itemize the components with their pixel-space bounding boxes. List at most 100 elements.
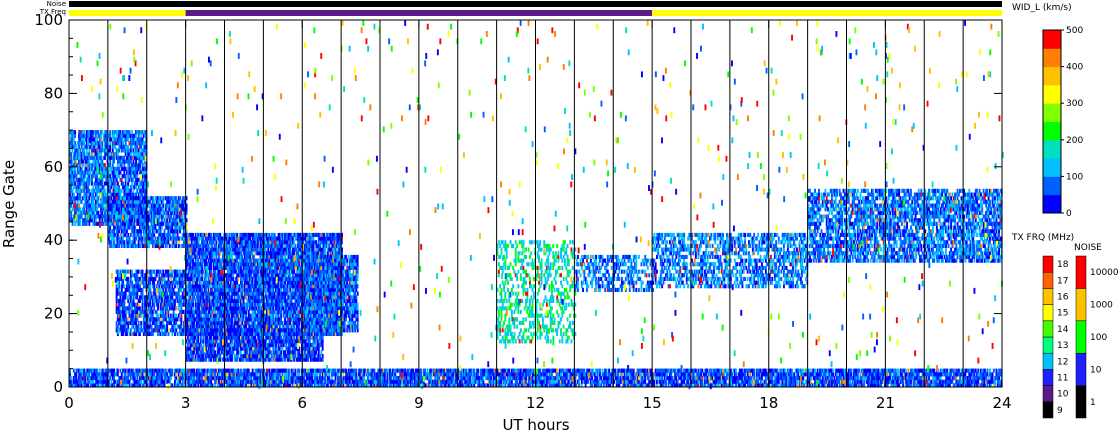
echo-cell	[252, 369, 254, 373]
echo-cell	[992, 376, 994, 380]
echo-cell	[133, 178, 135, 182]
txfreq-segment-1	[186, 10, 653, 16]
echo-cell	[674, 369, 676, 373]
echo-cell	[647, 372, 649, 376]
echo-cell	[76, 160, 78, 164]
echo-cell	[179, 196, 181, 200]
echo-cell	[77, 167, 79, 171]
echo-cell	[95, 204, 97, 208]
echo-cell	[82, 163, 84, 167]
echo-cell	[126, 196, 128, 200]
echo-cell	[621, 372, 623, 376]
echo-cell	[142, 160, 144, 164]
echo-cell	[751, 376, 753, 380]
echo-cell	[687, 380, 689, 384]
echo-cell	[367, 376, 369, 380]
echo-cell	[377, 380, 379, 384]
echo-cell	[394, 372, 396, 376]
echo-cell	[226, 372, 228, 376]
echo-cell	[970, 376, 972, 380]
echo-cell	[162, 204, 164, 208]
echo-cell	[76, 174, 78, 178]
echo-cell	[173, 215, 175, 219]
txfreq-segment-0	[69, 10, 186, 16]
echo-cell	[70, 156, 72, 160]
echo-cell	[599, 372, 601, 376]
echo-cell	[153, 200, 155, 204]
echo-cell	[987, 369, 989, 373]
echo-cell	[99, 369, 101, 373]
echo-cell	[550, 376, 552, 380]
echo-cell	[567, 376, 569, 380]
echo-cell	[114, 174, 116, 178]
echo-cell	[121, 163, 123, 167]
echo-cell	[653, 380, 655, 384]
echo-cell	[520, 369, 522, 373]
echo-cell	[118, 244, 120, 248]
echo-cell	[120, 215, 122, 219]
echo-cell	[103, 222, 105, 226]
echo-cell	[79, 148, 81, 152]
echo-cell	[555, 380, 557, 384]
echo-cell	[339, 369, 341, 373]
echo-cell	[282, 372, 284, 376]
echo-cell	[96, 137, 98, 141]
echo-cell	[977, 369, 979, 373]
echo-cell	[175, 376, 177, 380]
echo-cell	[384, 372, 386, 376]
echo-cell	[131, 145, 133, 149]
echo-cell	[727, 369, 729, 373]
echo-cell	[541, 376, 543, 380]
echo-cell	[183, 222, 185, 226]
echo-cell	[844, 376, 846, 380]
echo-cell	[74, 141, 76, 145]
echo-cell	[179, 229, 181, 233]
echo-cell	[113, 156, 115, 160]
echo-cell	[757, 380, 759, 384]
echo-cell	[122, 207, 124, 211]
echo-cell	[438, 376, 440, 380]
echo-cell	[161, 226, 163, 230]
echo-cell	[155, 237, 157, 241]
echo-cell	[88, 196, 90, 200]
echo-cell	[218, 380, 220, 384]
echo-cell	[266, 372, 268, 376]
echo-cell	[594, 372, 596, 376]
echo-cell	[328, 376, 330, 380]
echo-cell	[109, 130, 111, 134]
echo-cell	[317, 372, 319, 376]
echo-cell	[469, 376, 471, 380]
echo-cell	[76, 145, 78, 149]
echo-cell	[345, 369, 347, 373]
echo-cell	[168, 211, 170, 215]
echo-cell	[539, 369, 541, 373]
echo-cell	[989, 369, 991, 373]
echo-cell	[171, 372, 173, 376]
echo-cell	[802, 376, 804, 380]
echo-cell	[405, 369, 407, 373]
echo-cell	[993, 369, 995, 373]
echo-cell	[118, 207, 120, 211]
echo-cell	[525, 376, 527, 380]
echo-cell	[178, 200, 180, 204]
echo-cell	[471, 372, 473, 376]
echo-cell	[420, 369, 422, 373]
echo-cell	[946, 369, 948, 373]
echo-cell	[116, 303, 118, 307]
echo-cell	[175, 372, 177, 376]
echo-cell	[101, 182, 103, 186]
echo-cell	[88, 200, 90, 204]
echo-cell	[83, 141, 85, 145]
echo-cell	[88, 174, 90, 178]
echo-cell	[111, 380, 113, 384]
echo-cell	[77, 200, 79, 204]
echo-cell	[144, 171, 146, 175]
echo-cell	[90, 145, 92, 149]
echo-cell	[166, 244, 168, 248]
echo-cell	[129, 163, 131, 167]
echo-cell	[335, 376, 337, 380]
echo-cell	[602, 369, 604, 373]
echo-cell	[322, 380, 324, 384]
echo-cell	[104, 156, 106, 160]
echo-cell	[583, 369, 585, 373]
